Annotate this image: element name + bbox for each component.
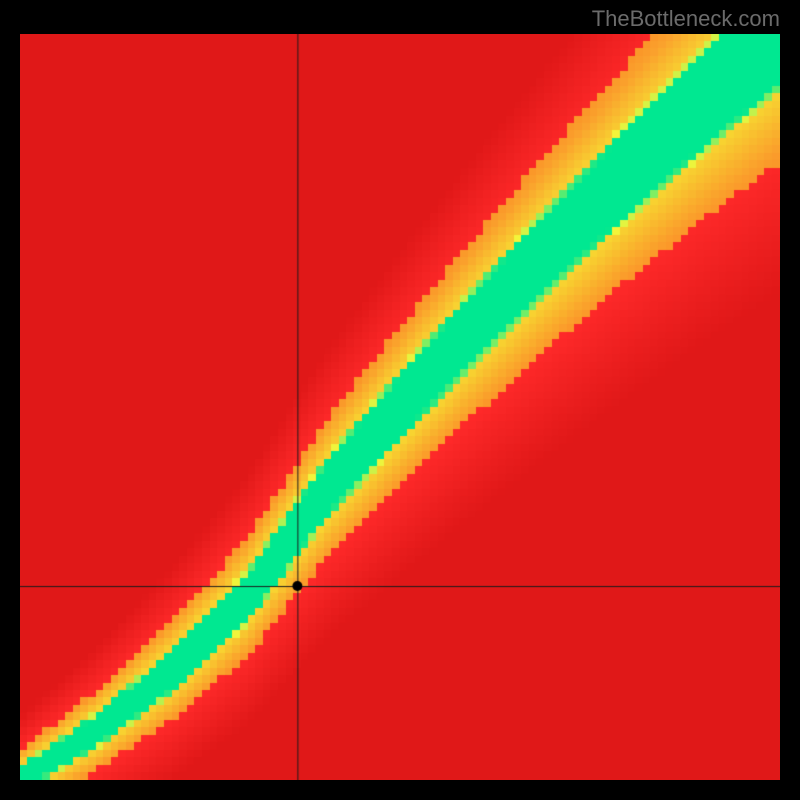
figure-container: TheBottleneck.com: [0, 0, 800, 800]
heatmap-canvas: [20, 34, 780, 780]
heatmap-plot: [20, 34, 780, 780]
watermark-text: TheBottleneck.com: [592, 6, 780, 32]
